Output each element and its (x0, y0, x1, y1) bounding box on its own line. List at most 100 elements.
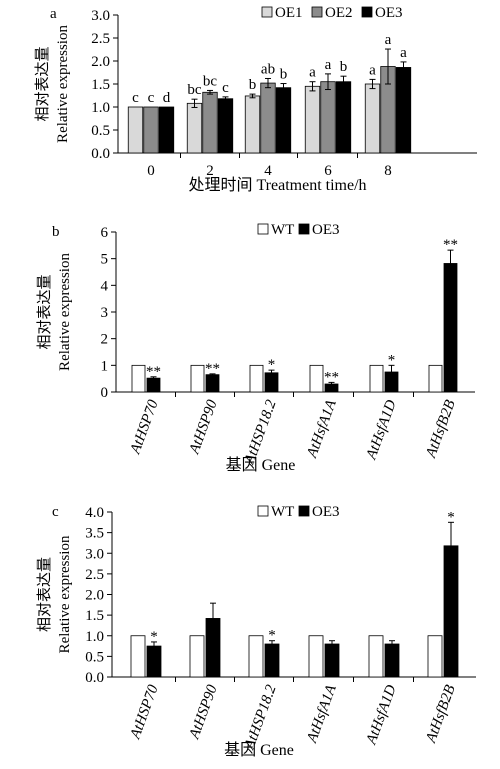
y-axis-title-cn: 相对表达量 (34, 46, 51, 121)
y-axis-title-cn: 相对表达量 (36, 557, 53, 632)
y-tick-label: 4.0 (85, 505, 104, 521)
significance-mark: * (268, 357, 276, 373)
bar (127, 106, 144, 154)
bar (248, 635, 264, 678)
x-tick-label: 0 (147, 163, 155, 179)
legend-label: OE2 (325, 5, 353, 21)
x-tick-label: 6 (324, 163, 332, 179)
bar (249, 364, 264, 393)
legend-swatch (298, 505, 310, 517)
legend-label: OE3 (312, 504, 340, 520)
y-tick-label: 0.0 (91, 146, 110, 162)
significance-letter: ab (261, 61, 275, 77)
bar (158, 106, 175, 154)
x-tick-label: AtHsfA1D (363, 398, 400, 463)
bar (308, 635, 324, 678)
significance-mark: ** (443, 237, 458, 253)
y-tick-label: 2.5 (85, 567, 104, 583)
significance-letter: b (340, 59, 348, 75)
significance-letter: bc (203, 73, 218, 89)
y-tick-label: 3.5 (85, 526, 104, 542)
bar (369, 364, 384, 393)
significance-letter: d (163, 90, 171, 106)
significance-letter: c (148, 90, 155, 106)
bar (190, 364, 205, 393)
legend-swatch (298, 223, 310, 235)
y-tick-label: 1.5 (91, 77, 110, 93)
x-tick-label: AtHSP90 (186, 682, 221, 741)
x-tick-label: AtHsfB2B (423, 398, 459, 461)
x-axis-title: 基因 Gene (226, 456, 296, 474)
panel-label: c (52, 504, 59, 520)
panel-c: c 0.0 0.5 1.0 1.5 2.0 2.5 3.0 3.5 4.0 相对表达量 Relativ… (36, 504, 476, 759)
legend-label: WT (271, 222, 294, 238)
bar (320, 81, 336, 154)
bar (146, 645, 162, 678)
panel-label: b (52, 224, 60, 240)
y-tick-label: 5 (101, 252, 109, 268)
significance-letter: b (249, 77, 257, 93)
legend-swatch (261, 6, 273, 18)
x-axis-title: 处理时间 Treatment time/h (188, 176, 366, 194)
bar (202, 91, 218, 154)
y-tick-label: 2.0 (91, 54, 110, 70)
y-tick-label: 3.0 (91, 8, 110, 24)
significance-letter: c (132, 90, 139, 106)
y-tick-label: 1.0 (85, 629, 104, 645)
y-tick-label: 6 (101, 225, 109, 241)
bar (364, 83, 381, 154)
bar (130, 635, 146, 678)
bar (186, 102, 203, 154)
y-tick-label: 1.5 (85, 608, 104, 624)
y-axis-title-en: Relative expression (57, 535, 73, 653)
significance-mark: * (447, 509, 455, 525)
y-tick-label: 3.0 (85, 546, 104, 562)
legend-swatch (257, 505, 269, 517)
bar (275, 87, 292, 154)
bar (217, 98, 234, 154)
significance-mark: ** (324, 369, 339, 385)
y-axis-title-en: Relative expression (55, 25, 71, 143)
panel-b: b 0 1 2 3 4 5 6 相对表达量 Relative expression AtHSP70 A… (36, 222, 475, 474)
x-tick-label: AtHSP70 (127, 397, 162, 456)
y-tick-label: 0.0 (85, 670, 104, 686)
significance-mark: ** (205, 361, 220, 377)
significance-mark: * (268, 628, 276, 644)
y-axis-title-en: Relative expression (57, 253, 73, 371)
bar (244, 95, 261, 154)
y-tick-label: 2.0 (85, 588, 104, 604)
bar (324, 643, 340, 678)
legend-swatch (257, 223, 269, 235)
significance-mark: ** (146, 364, 161, 380)
y-tick-label: 1 (101, 358, 109, 374)
y-tick-label: 1.0 (91, 100, 110, 116)
bar (260, 82, 276, 154)
x-tick-label: 4 (264, 163, 272, 179)
x-tick-label: AtHsfA1D (363, 683, 400, 748)
significance-letter: a (400, 45, 407, 61)
legend-label: OE3 (375, 5, 403, 21)
legend-label: OE1 (275, 5, 303, 21)
significance-letter: b (280, 67, 288, 83)
y-tick-label: 2 (101, 332, 109, 348)
panel-a: a 0.0 0.5 1.0 1.5 2.0 2.5 3.0 相对表达量 Relative expr… (34, 5, 477, 194)
y-tick-label: 0.5 (85, 649, 104, 665)
legend-label: OE3 (312, 222, 340, 238)
significance-mark: * (150, 629, 158, 645)
y-tick-label: 2.5 (91, 31, 110, 47)
bar (384, 643, 400, 678)
bar (443, 263, 458, 393)
significance-mark: * (388, 352, 396, 368)
x-tick-label: 2 (206, 163, 214, 179)
x-axis-title: 基因 Gene (224, 741, 294, 759)
bar (427, 635, 443, 678)
legend-label: WT (271, 504, 294, 520)
x-tick-label: AtHsfA1A (304, 682, 340, 746)
panel-label: a (50, 6, 57, 22)
y-tick-label: 0 (101, 385, 109, 401)
significance-letter: a (369, 62, 376, 78)
significance-letter: bc (187, 82, 202, 98)
bar (428, 364, 443, 393)
legend-swatch (311, 6, 323, 18)
